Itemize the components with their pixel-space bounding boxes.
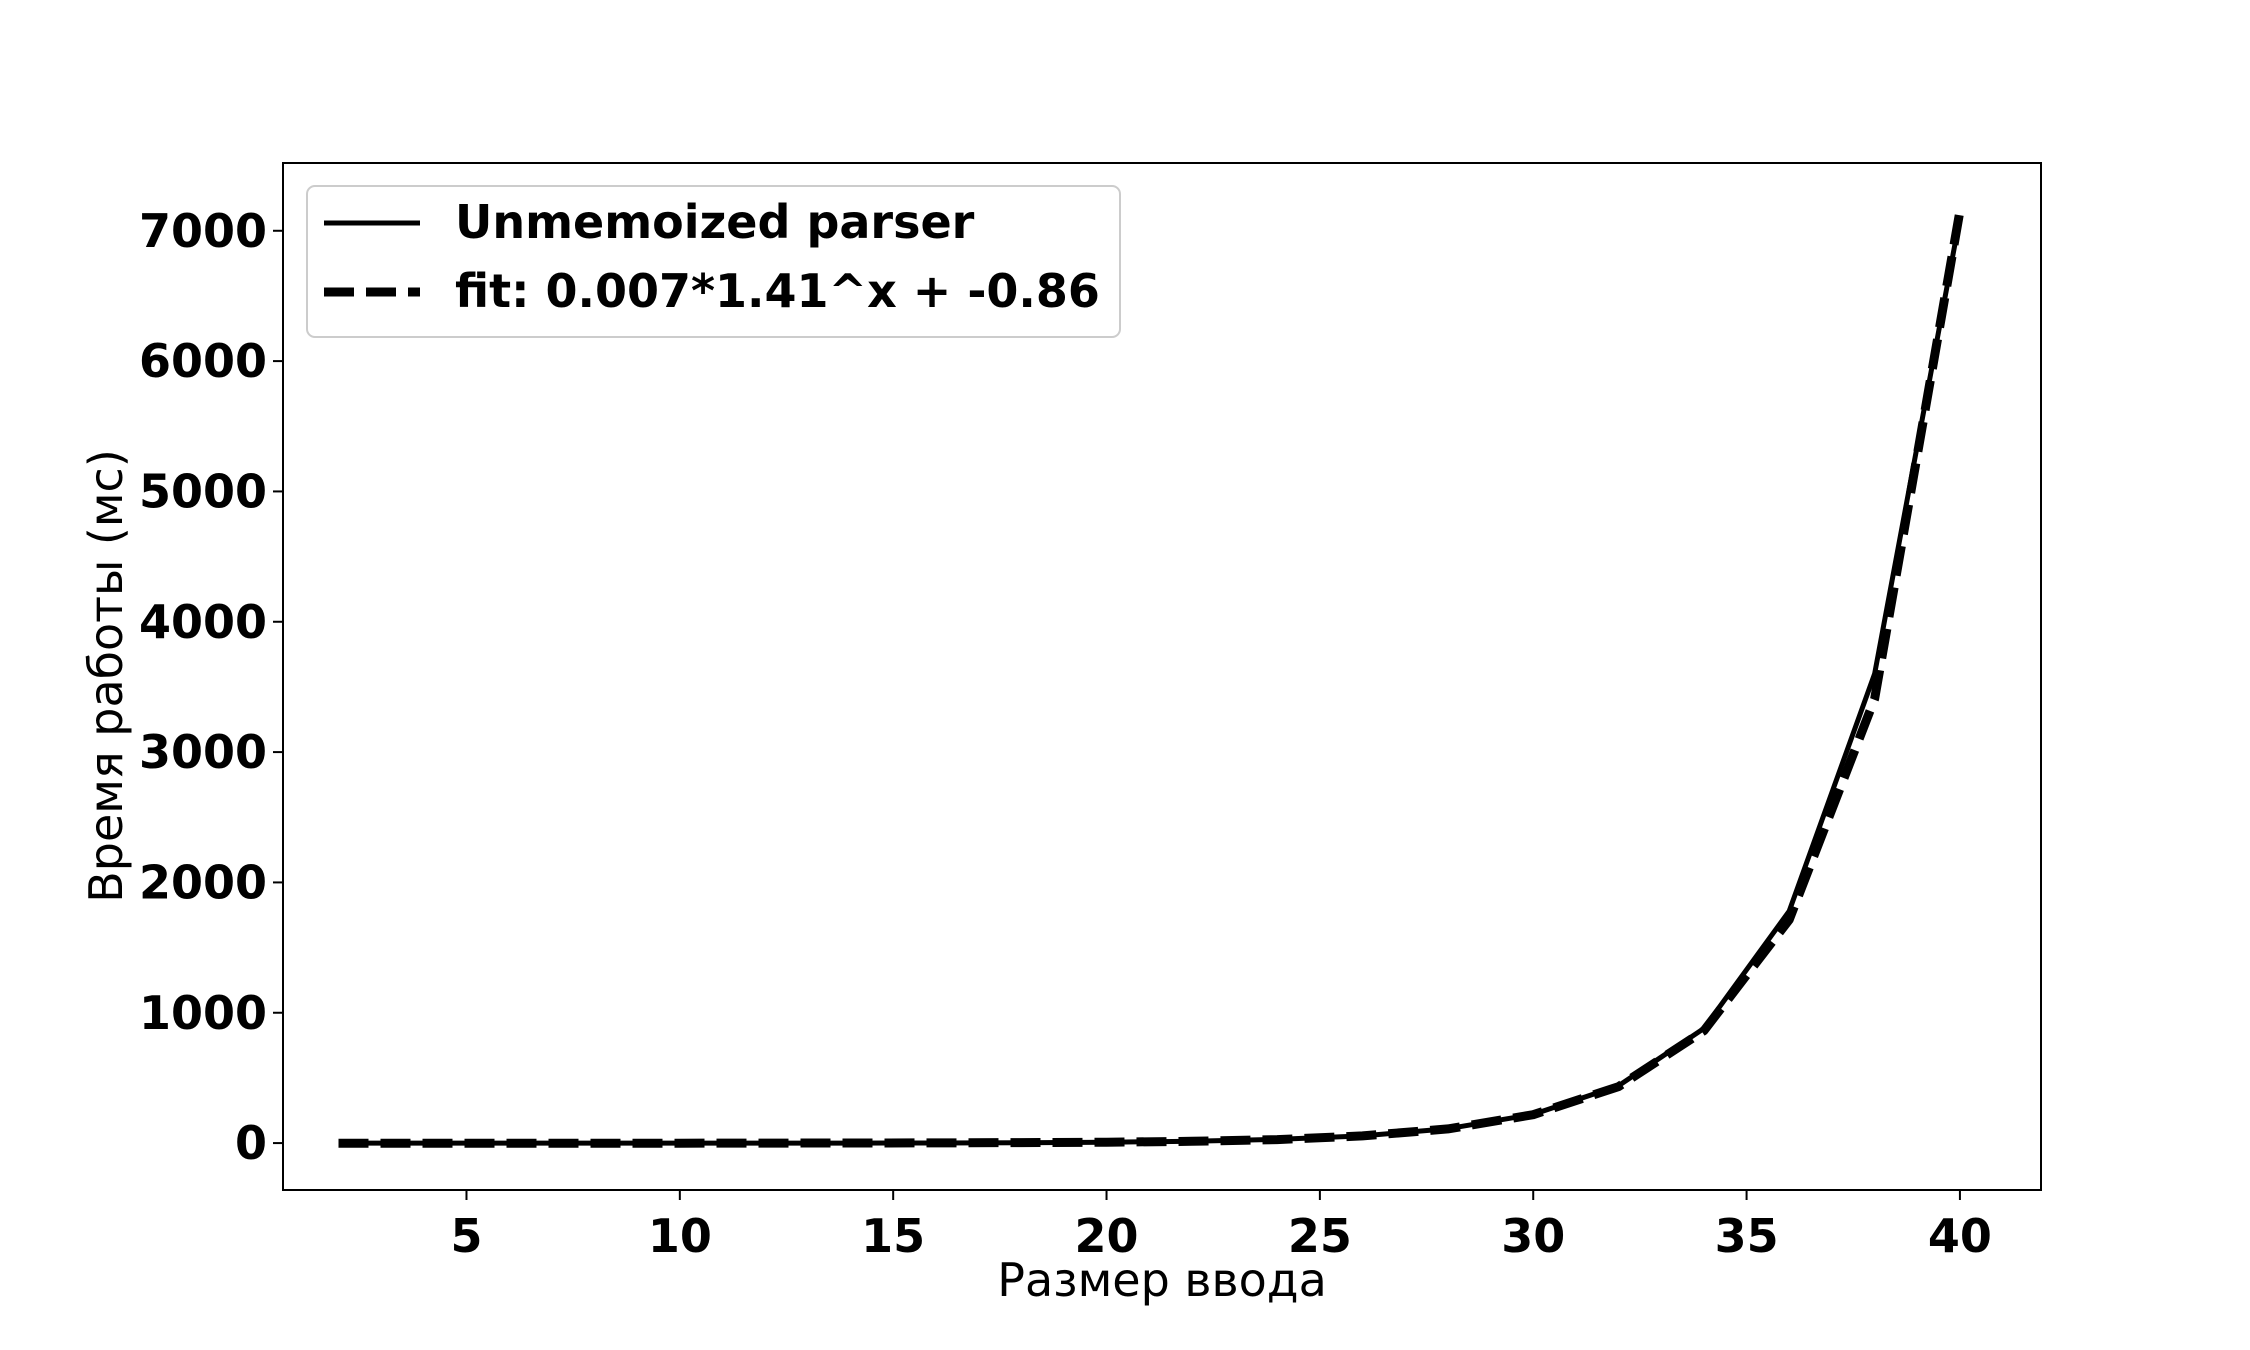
x-axis-label: Размер ввода	[997, 1253, 1327, 1307]
legend-entry-unmemoized: Unmemoized parser	[455, 195, 975, 249]
x-axis-ticks: 5 10 15 20 25 30 35 40	[450, 1190, 1992, 1263]
y-tick-label: 2000	[139, 855, 267, 909]
legend-entry-fit: fit: 0.007*1.41^x + -0.86	[455, 264, 1100, 318]
y-tick-label: 3000	[139, 725, 267, 779]
x-tick-label: 25	[1288, 1209, 1352, 1263]
legend-box	[306, 185, 1121, 338]
x-tick-label: 10	[648, 1209, 712, 1263]
y-tick-label: 0	[235, 1116, 267, 1170]
y-axis-label: Время работы (мс)	[79, 449, 133, 903]
y-tick-label: 6000	[139, 334, 267, 388]
x-tick-label: 30	[1501, 1209, 1565, 1263]
x-tick-label: 35	[1715, 1209, 1779, 1263]
y-tick-label: 5000	[139, 464, 267, 518]
y-tick-label: 7000	[139, 204, 267, 258]
y-axis-ticks: 0 1000 2000 3000 4000 5000 6000 7000	[139, 204, 283, 1170]
x-tick-label: 15	[861, 1209, 925, 1263]
x-tick-label: 5	[450, 1209, 482, 1263]
fit-curve-line	[338, 210, 1965, 1148]
y-tick-label: 1000	[139, 986, 267, 1040]
y-tick-label: 4000	[139, 595, 267, 649]
plot-frame	[282, 162, 2042, 1191]
legend: Unmemoized parser fit: 0.007*1.41^x + -0…	[306, 185, 1121, 338]
series-layer	[338, 210, 1965, 1148]
x-tick-label: 40	[1928, 1209, 1992, 1263]
x-tick-label: 20	[1075, 1209, 1139, 1263]
